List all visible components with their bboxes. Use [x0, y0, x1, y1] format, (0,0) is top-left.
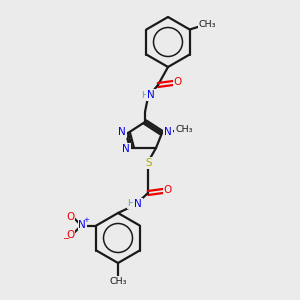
- Text: N: N: [122, 144, 130, 154]
- Text: O: O: [66, 212, 74, 221]
- Text: O: O: [66, 230, 74, 239]
- Text: +: +: [83, 218, 89, 224]
- Text: O: O: [174, 77, 182, 87]
- Text: N: N: [147, 90, 155, 100]
- Text: O: O: [164, 185, 172, 195]
- Text: N: N: [164, 127, 172, 137]
- Text: CH₃: CH₃: [175, 125, 193, 134]
- Text: CH₃: CH₃: [109, 277, 127, 286]
- Text: H: H: [128, 200, 134, 208]
- Text: N: N: [79, 220, 86, 230]
- Text: N: N: [118, 127, 126, 137]
- Text: S: S: [146, 158, 152, 168]
- Text: CH₃: CH₃: [199, 20, 216, 29]
- Text: −: −: [62, 234, 69, 243]
- Text: N: N: [134, 199, 142, 209]
- Text: H: H: [142, 91, 148, 100]
